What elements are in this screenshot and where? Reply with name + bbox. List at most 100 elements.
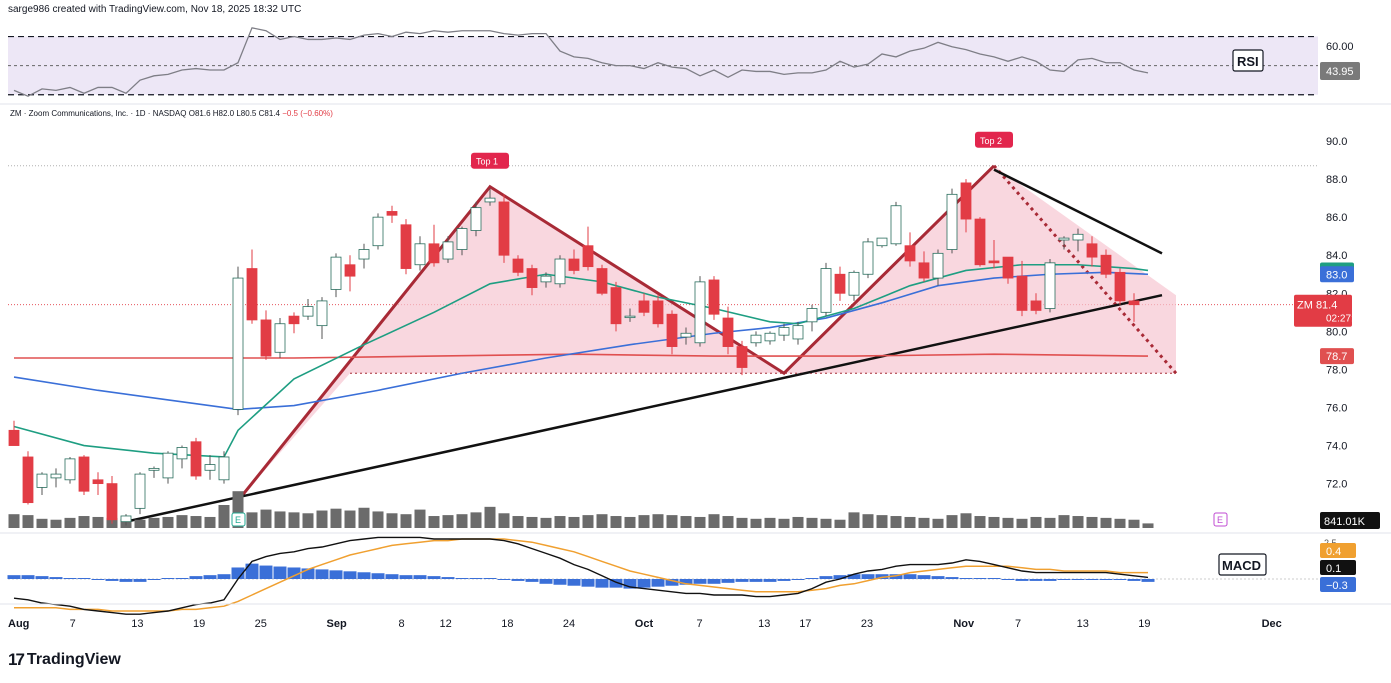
created-by-label: sarge986 created with TradingView.com, N… xyxy=(8,4,302,15)
volume-bar xyxy=(904,516,916,528)
candle-body xyxy=(596,268,608,294)
macd-value-label: −0.3 xyxy=(1326,580,1348,592)
volume-bar xyxy=(918,517,930,528)
volume-bar xyxy=(316,510,328,528)
candle-body xyxy=(820,268,832,313)
volume-bar xyxy=(1044,517,1056,528)
high-value: H82.0 xyxy=(212,109,235,118)
candle-body xyxy=(8,429,20,446)
macd-histogram-bar xyxy=(1085,579,1099,580)
candle-body xyxy=(624,315,636,319)
candle-body xyxy=(106,483,118,521)
volume-bar xyxy=(64,517,76,528)
candle-body xyxy=(708,279,720,315)
earnings-marker-label: E xyxy=(1217,515,1223,525)
volume-bar xyxy=(610,516,622,528)
ema-value-badge xyxy=(1320,266,1354,283)
countdown-label: 02:27:06 xyxy=(1326,314,1365,325)
macd-histogram-bar xyxy=(735,579,749,582)
macd-histogram-bar xyxy=(1015,579,1029,581)
macd-histogram-bar xyxy=(427,576,441,579)
macd-histogram-bar xyxy=(1071,579,1085,580)
macd-histogram-bar xyxy=(749,579,763,582)
volume-bar xyxy=(386,513,398,528)
candle-body xyxy=(890,205,902,245)
macd-histogram-bar xyxy=(343,571,357,579)
volume-bar xyxy=(750,518,762,528)
ema-slow-line xyxy=(14,353,1149,359)
descending-trendline xyxy=(993,168,1163,255)
volume-bar xyxy=(1114,518,1126,528)
macd-histogram-bar xyxy=(805,578,819,579)
macd-histogram-bar xyxy=(973,578,987,579)
candle-body xyxy=(120,515,132,523)
candle-body xyxy=(134,473,146,509)
candle-body xyxy=(582,245,594,268)
candle-body xyxy=(316,300,328,327)
candle-body xyxy=(806,308,818,323)
macd-histogram-bar xyxy=(287,567,301,579)
macd-histogram-bar xyxy=(273,566,287,579)
ascending-trendline xyxy=(125,293,1163,523)
macd-histogram-bar xyxy=(1043,579,1057,581)
candle-body xyxy=(722,317,734,347)
tradingview-logo[interactable]: 17 TradingView xyxy=(8,650,121,670)
macd-histogram-bar xyxy=(1099,579,1113,580)
macd-histogram-bar xyxy=(469,578,483,579)
volume-bar xyxy=(1086,516,1098,528)
candle-body xyxy=(540,275,552,283)
macd-histogram-bar xyxy=(525,579,539,582)
macd-histogram-bar xyxy=(889,574,903,579)
macd-title-box xyxy=(1218,553,1267,576)
volume-bar xyxy=(862,514,874,528)
volume-bar xyxy=(834,519,846,528)
macd-histogram-bar xyxy=(931,576,945,579)
macd-histogram-bar xyxy=(357,572,371,579)
macd-histogram-bar xyxy=(497,579,511,580)
candle-body xyxy=(1044,262,1056,309)
open-value: O81.6 xyxy=(188,109,211,118)
volume-bar xyxy=(988,516,1000,528)
candle-body xyxy=(400,224,412,269)
x-tick-label: Aug xyxy=(8,618,29,630)
macd-histogram-bar xyxy=(105,579,119,581)
rsi-current-value: 43.95 xyxy=(1326,66,1354,78)
macd-histogram-bar xyxy=(595,579,609,588)
macd-histogram-bar xyxy=(1113,579,1127,580)
macd-histogram-bar xyxy=(651,579,665,587)
macd-histogram-bar xyxy=(7,575,21,579)
macd-histogram-bar xyxy=(245,563,259,579)
last-price-badge xyxy=(1294,294,1352,327)
candle-body xyxy=(1086,243,1098,258)
volume-bar xyxy=(1016,518,1028,528)
volume-bar xyxy=(596,514,608,528)
price-tick-label: 88.0 xyxy=(1326,174,1347,186)
candle-body xyxy=(1114,271,1126,302)
candle-body xyxy=(1100,254,1112,275)
macd-histogram-bar xyxy=(1029,579,1043,581)
macd-signal-line xyxy=(14,538,1148,612)
macd-histogram-bar xyxy=(539,579,553,584)
price-tick-label: 84.0 xyxy=(1326,250,1347,262)
x-tick-label: 7 xyxy=(70,618,76,630)
symbol-name: ZM · Zoom Communications, Inc. · 1D · NA… xyxy=(10,109,187,118)
volume-bar xyxy=(736,517,748,528)
macd-histogram-bar xyxy=(553,579,567,585)
volume-bar xyxy=(526,516,538,528)
candle-body xyxy=(218,456,230,481)
volume-bar xyxy=(498,513,510,528)
volume-bar xyxy=(36,518,48,528)
candle-body xyxy=(554,258,566,285)
x-tick-label: 18 xyxy=(501,618,513,630)
price-tick-label: 72.0 xyxy=(1326,479,1347,491)
macd-histogram-bar xyxy=(49,577,63,579)
ema-value-label: 78.7 xyxy=(1326,351,1347,363)
macd-histogram-bar xyxy=(119,579,133,582)
x-tick-label: 13 xyxy=(758,618,770,630)
macd-histogram-bar xyxy=(917,575,931,579)
macd-histogram-bar xyxy=(133,579,147,582)
earnings-marker xyxy=(231,512,246,527)
macd-histogram-bar xyxy=(665,579,679,586)
annotation-tag xyxy=(975,131,1013,148)
